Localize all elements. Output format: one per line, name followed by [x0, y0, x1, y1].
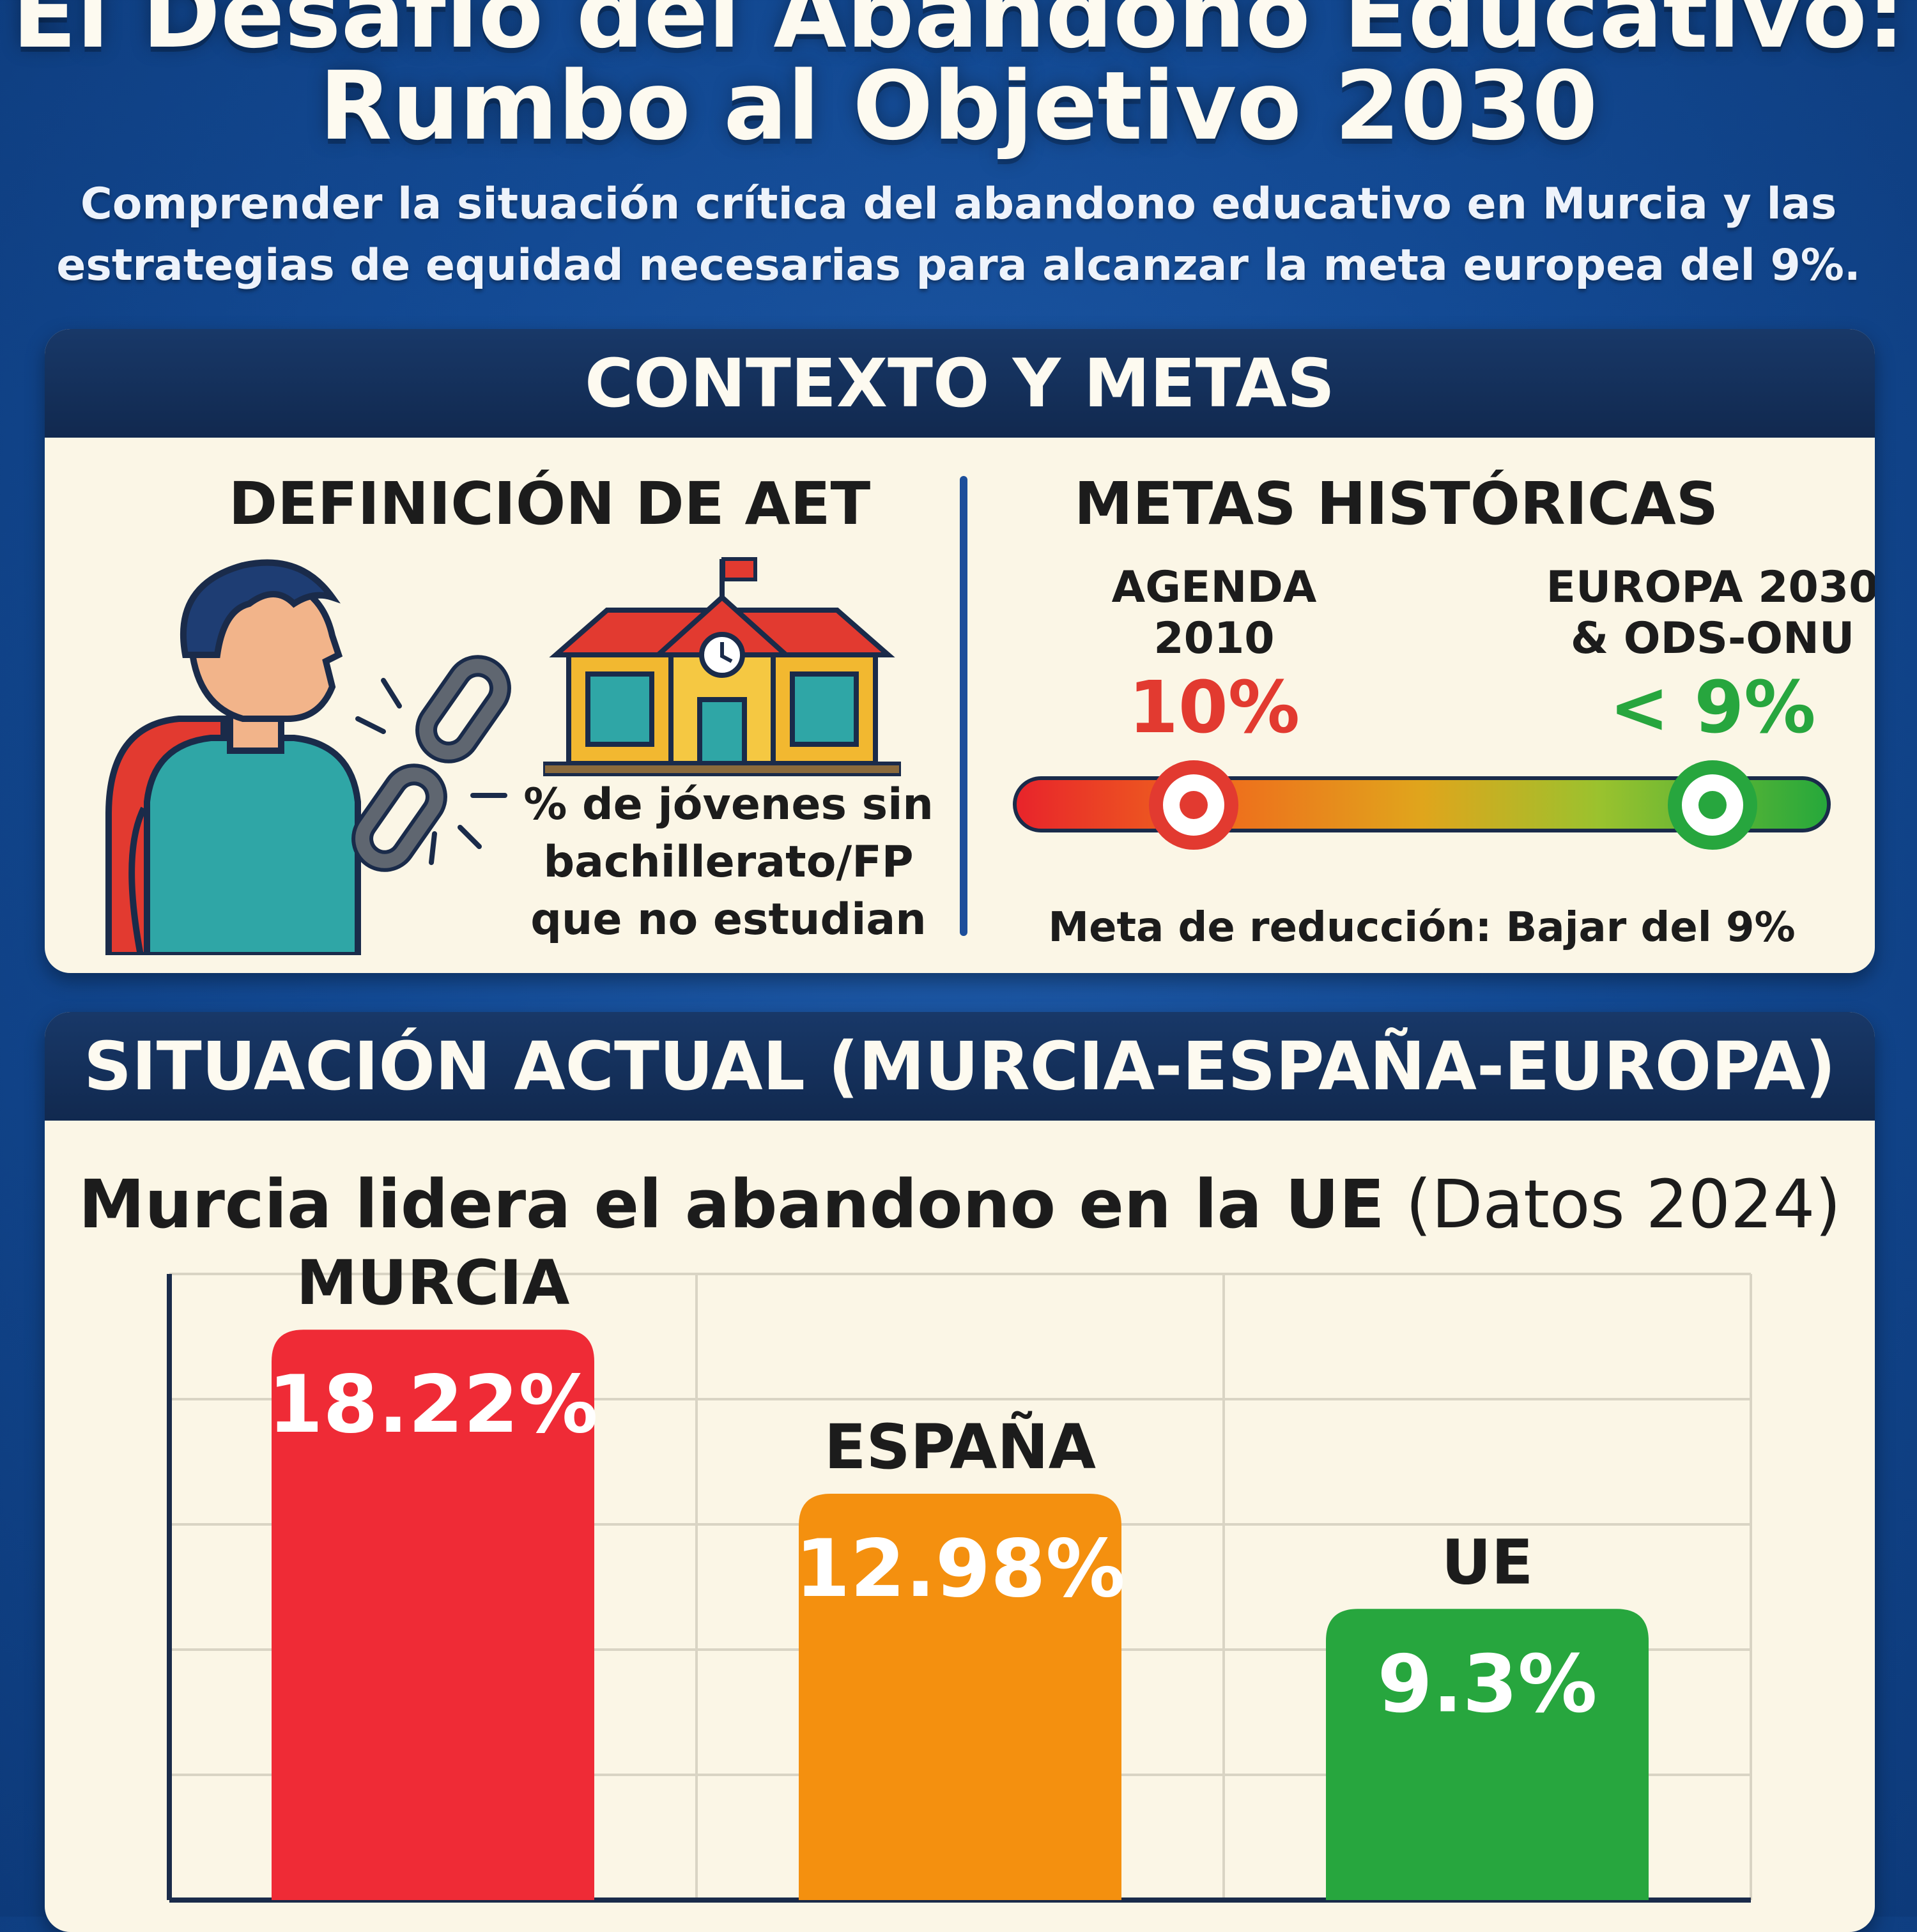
bar-espana	[799, 1493, 1121, 1900]
situation-panel: SITUACIÓN ACTUAL (MURCIA-ESPAÑA-EUROPA) …	[45, 1012, 1875, 1932]
context-header: CONTEXTO Y METAS	[45, 329, 1875, 438]
value-label-murcia: 18.22%	[268, 1359, 597, 1451]
chart-title: Murcia lidera el abandono en la UE (Dato…	[45, 1165, 1875, 1243]
reduction-goal-note: Meta de reducción: Bajar del 9%	[1048, 904, 1796, 951]
bar-chart: MURCIA 18.22% ESPAÑA 12.98% UE 9.3%	[167, 1255, 1752, 1903]
agenda-label-line2: 2010	[1153, 613, 1275, 664]
context-panel: CONTEXTO Y METAS DEFINICIÓN DE AET	[45, 329, 1875, 973]
europe-marker-dot	[1698, 791, 1727, 819]
page-subtitle: Comprender la situación crítica del aban…	[0, 174, 1917, 296]
definition-title: DEFINICIÓN DE AET	[228, 470, 871, 538]
student-icon	[105, 559, 361, 955]
chart-title-suffix: (Datos 2024)	[1405, 1165, 1841, 1243]
page-title-line2: Rumbo al Objetivo 2030	[319, 51, 1598, 161]
broken-chain-icon	[351, 655, 511, 872]
page-title-line1: El Desafío del Abandono Educativo:	[12, 0, 1905, 69]
agenda-2010-marker	[1149, 760, 1238, 850]
subtitle-line1: Comprender la situación crítica del aban…	[80, 179, 1837, 229]
europe-label-line1: EUROPA 2030	[1546, 562, 1875, 613]
europe-2030-marker	[1668, 760, 1757, 850]
bar-murcia	[272, 1330, 594, 1900]
section-divider	[960, 476, 967, 936]
bar-ue	[1326, 1609, 1649, 1900]
goals-title: METAS HISTÓRICAS	[1074, 470, 1718, 538]
definition-line2: bachillerato/FP	[543, 837, 914, 887]
europe-label-line2: & ODS-ONU	[1570, 613, 1855, 664]
definition-line1: % de jóvenes sin	[523, 779, 934, 830]
value-label-espana: 12.98%	[795, 1523, 1125, 1615]
agenda-marker-dot	[1180, 791, 1208, 819]
school-icon	[543, 557, 901, 776]
value-label-ue: 9.3%	[1378, 1638, 1598, 1730]
subtitle-line2: estrategias de equidad necesarias para a…	[56, 240, 1861, 291]
agenda-2010-value: 10%	[1128, 666, 1300, 749]
category-label-espana: ESPAÑA	[824, 1411, 1096, 1483]
definition-line3: que no estudian	[530, 894, 927, 945]
chart-title-main: Murcia lidera el abandono en la UE	[79, 1165, 1385, 1243]
situation-header: SITUACIÓN ACTUAL (MURCIA-ESPAÑA-EUROPA)	[45, 1012, 1875, 1121]
category-label-ue: UE	[1442, 1526, 1534, 1598]
europe-2030-value: < 9%	[1609, 666, 1816, 749]
definition-text: % de jóvenes sin bachillerato/FP que no …	[505, 776, 952, 949]
category-label-murcia: MURCIA	[296, 1255, 570, 1319]
agenda-2010-label: AGENDA 2010	[1054, 562, 1374, 664]
agenda-label-line1: AGENDA	[1111, 562, 1317, 613]
europe-2030-label: EUROPA 2030 & ODS-ONU	[1514, 562, 1875, 664]
